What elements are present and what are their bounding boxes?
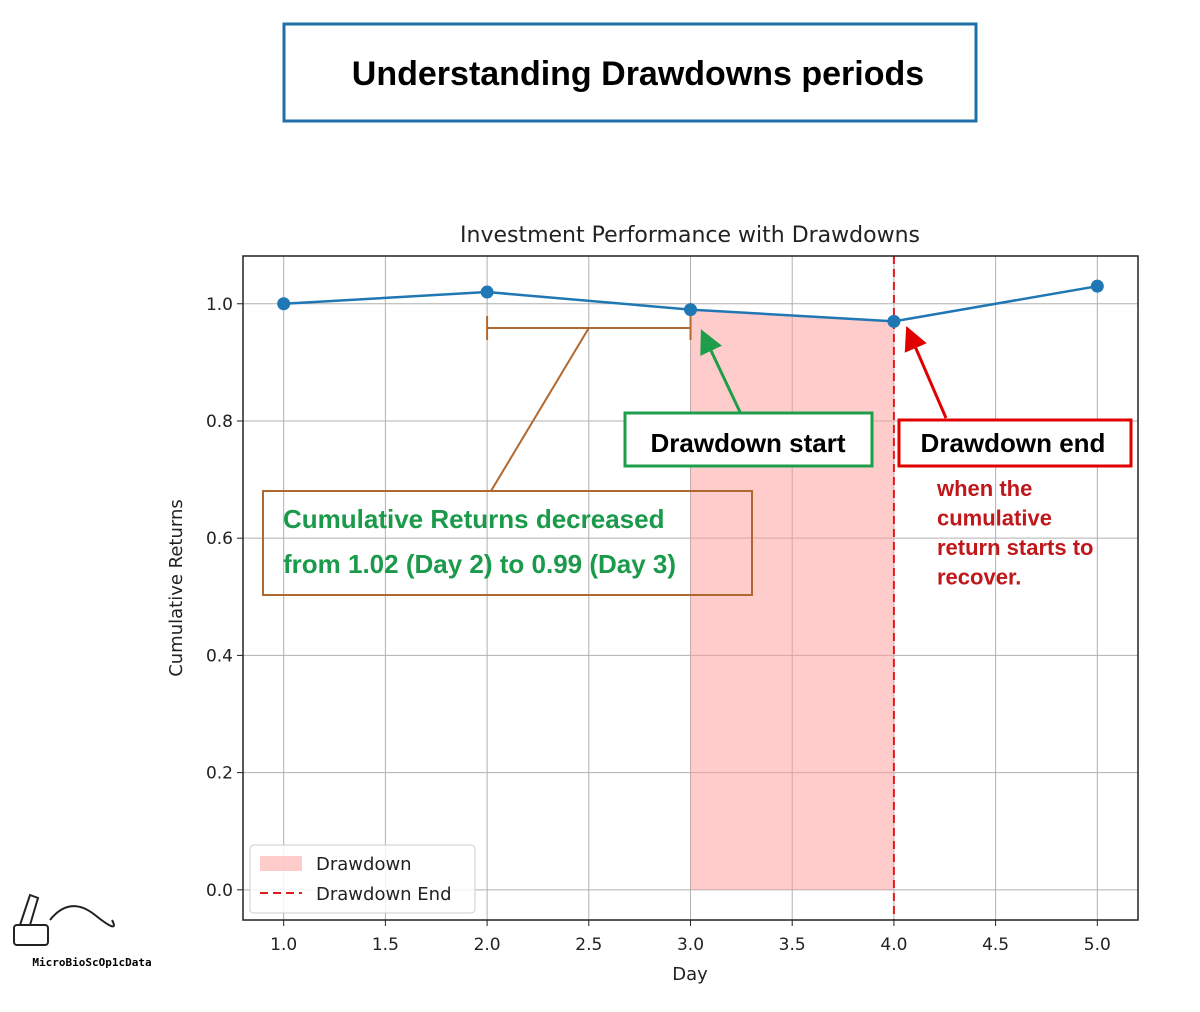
x-axis-label: Day	[672, 964, 708, 985]
legend-label: Drawdown	[316, 854, 412, 875]
legend-label: Drawdown End	[316, 884, 452, 905]
annotation-text: from 1.02 (Day 2) to 0.99 (Day 3)	[283, 549, 676, 579]
annotation-text: Cumulative Returns decreased	[283, 504, 664, 534]
watermark-logo: MicroBioScOp1cData	[13, 893, 152, 969]
watermark: MicroBioScOp1cData	[32, 956, 151, 969]
y-tick-label: 0.6	[206, 529, 233, 549]
x-tick-label: 2.0	[474, 935, 501, 955]
x-tick-label: 2.5	[575, 935, 602, 955]
data-point	[1090, 279, 1104, 293]
x-tick-label: 1.0	[270, 935, 297, 955]
annotation-note: recover.	[937, 565, 1021, 590]
drawdown-area	[690, 309, 894, 890]
y-tick-label: 0.0	[206, 881, 233, 901]
x-tick-label: 3.5	[779, 935, 806, 955]
page-title: Understanding Drawdowns periods	[352, 55, 924, 93]
annotation-note: when the	[936, 476, 1032, 501]
chart-title: Investment Performance with Drawdowns	[460, 223, 920, 248]
x-tick-label: 4.0	[880, 935, 907, 955]
y-tick-label: 0.2	[206, 764, 233, 784]
arrow	[700, 329, 742, 413]
annotation-box	[623, 411, 874, 468]
axes-frame	[242, 255, 1139, 921]
bracket	[486, 316, 692, 341]
arrow	[904, 325, 948, 419]
y-tick-label: 1.0	[206, 295, 233, 315]
plot-area: 1.0 1.5 2.0 2.5 3.0 3.5 4.0 4.5 5.0 0.0 0.2 0.4 0.6 0…	[206, 255, 1139, 955]
data-point	[277, 297, 291, 311]
data-point	[480, 285, 494, 299]
x-tick-label: 1.5	[372, 935, 399, 955]
title-box	[282, 22, 978, 123]
y-tick-label: 0.4	[206, 646, 233, 666]
annotation-box	[897, 418, 1133, 468]
annotation-box	[262, 490, 753, 596]
y-axis-label: Cumulative Returns	[166, 499, 187, 677]
x-tick-label: 5.0	[1084, 935, 1111, 955]
data-point	[684, 303, 697, 317]
x-tick-label: 3.0	[677, 935, 704, 955]
connector	[490, 327, 590, 492]
annotation-note: cumulative	[937, 506, 1052, 531]
data-point	[887, 314, 901, 328]
y-tick-label: 0.8	[206, 412, 233, 432]
annotation-note: return starts to	[937, 535, 1093, 560]
x-tick-label: 4.5	[982, 935, 1009, 955]
annotation-text: Drawdown start	[650, 428, 845, 458]
legend-swatch	[260, 856, 302, 871]
annotation-text: Drawdown end	[921, 428, 1106, 458]
legend-box	[249, 844, 476, 914]
